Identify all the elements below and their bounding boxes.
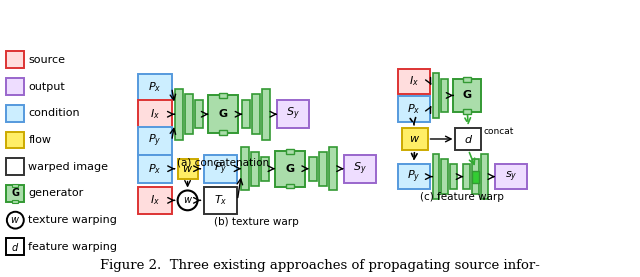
FancyBboxPatch shape	[178, 159, 198, 179]
Text: $w$: $w$	[182, 164, 193, 174]
Text: $s_y$: $s_y$	[505, 170, 517, 184]
FancyBboxPatch shape	[195, 100, 202, 128]
FancyBboxPatch shape	[456, 128, 481, 150]
Text: $w$: $w$	[182, 195, 193, 205]
FancyBboxPatch shape	[204, 186, 237, 214]
FancyBboxPatch shape	[252, 94, 260, 134]
Circle shape	[7, 212, 24, 229]
FancyBboxPatch shape	[397, 69, 429, 94]
FancyBboxPatch shape	[220, 130, 227, 135]
FancyBboxPatch shape	[433, 154, 440, 199]
Circle shape	[178, 191, 198, 210]
Text: $P_x$: $P_x$	[407, 102, 420, 116]
FancyBboxPatch shape	[138, 127, 172, 155]
FancyBboxPatch shape	[204, 155, 237, 183]
FancyBboxPatch shape	[175, 89, 182, 140]
Text: (b) texture warp: (b) texture warp	[214, 217, 299, 227]
FancyBboxPatch shape	[138, 186, 172, 214]
Text: $P_y$: $P_y$	[407, 168, 420, 185]
Text: $P_y$: $P_y$	[214, 160, 227, 177]
Text: $I_x$: $I_x$	[150, 107, 160, 121]
FancyBboxPatch shape	[138, 155, 172, 183]
FancyBboxPatch shape	[184, 94, 193, 134]
Text: G: G	[285, 164, 294, 174]
FancyBboxPatch shape	[463, 77, 471, 82]
FancyBboxPatch shape	[286, 184, 294, 188]
FancyBboxPatch shape	[472, 159, 479, 194]
Text: condition: condition	[28, 108, 80, 118]
FancyBboxPatch shape	[6, 105, 24, 122]
FancyBboxPatch shape	[397, 96, 429, 122]
Text: texture warping: texture warping	[28, 215, 117, 225]
Text: warped image: warped image	[28, 162, 108, 172]
Text: (a) concatenation: (a) concatenation	[177, 158, 269, 168]
FancyBboxPatch shape	[472, 171, 479, 183]
FancyBboxPatch shape	[252, 152, 259, 186]
FancyBboxPatch shape	[12, 200, 19, 203]
FancyBboxPatch shape	[319, 152, 327, 186]
Text: Figure 2.  Three existing approaches of propagating source infor-: Figure 2. Three existing approaches of p…	[100, 259, 540, 272]
FancyBboxPatch shape	[463, 164, 470, 189]
Text: $T_x$: $T_x$	[214, 193, 227, 207]
Text: $w$: $w$	[409, 134, 420, 144]
FancyBboxPatch shape	[243, 100, 250, 128]
Text: $P_x$: $P_x$	[148, 81, 161, 94]
FancyBboxPatch shape	[6, 185, 24, 202]
Text: source: source	[28, 55, 65, 65]
FancyBboxPatch shape	[220, 93, 227, 98]
FancyBboxPatch shape	[6, 238, 24, 255]
FancyBboxPatch shape	[495, 164, 527, 189]
FancyBboxPatch shape	[402, 128, 428, 150]
FancyBboxPatch shape	[329, 147, 337, 191]
Text: $I_x$: $I_x$	[408, 75, 419, 88]
FancyBboxPatch shape	[451, 164, 458, 189]
Text: $P_x$: $P_x$	[148, 162, 161, 176]
FancyBboxPatch shape	[344, 155, 376, 183]
FancyBboxPatch shape	[12, 184, 19, 187]
FancyBboxPatch shape	[6, 132, 24, 148]
FancyBboxPatch shape	[138, 100, 172, 128]
Text: G: G	[219, 109, 228, 119]
Text: feature warping: feature warping	[28, 242, 117, 252]
FancyBboxPatch shape	[6, 158, 24, 175]
FancyBboxPatch shape	[138, 74, 172, 101]
Text: $w$: $w$	[10, 215, 20, 225]
Text: $d$: $d$	[464, 133, 473, 145]
FancyBboxPatch shape	[209, 96, 238, 133]
Text: $S_y$: $S_y$	[353, 160, 367, 177]
FancyBboxPatch shape	[275, 151, 305, 186]
FancyBboxPatch shape	[286, 149, 294, 154]
Text: generator: generator	[28, 188, 84, 198]
FancyBboxPatch shape	[6, 78, 24, 95]
FancyBboxPatch shape	[262, 89, 270, 140]
Text: output: output	[28, 81, 65, 91]
FancyBboxPatch shape	[433, 73, 440, 118]
FancyBboxPatch shape	[397, 164, 429, 189]
FancyBboxPatch shape	[442, 159, 449, 194]
FancyBboxPatch shape	[241, 147, 250, 191]
FancyBboxPatch shape	[261, 157, 269, 181]
Text: $d$: $d$	[12, 241, 19, 253]
Text: flow: flow	[28, 135, 51, 145]
Text: G: G	[12, 188, 19, 198]
FancyBboxPatch shape	[481, 154, 488, 199]
Text: concat: concat	[483, 127, 514, 135]
Text: $I_x$: $I_x$	[150, 193, 160, 207]
Text: $S_y$: $S_y$	[286, 106, 300, 122]
FancyBboxPatch shape	[463, 109, 471, 114]
FancyBboxPatch shape	[309, 157, 317, 181]
FancyBboxPatch shape	[442, 79, 449, 112]
FancyBboxPatch shape	[453, 79, 481, 112]
Text: $P_y$: $P_y$	[148, 133, 161, 149]
FancyBboxPatch shape	[277, 100, 309, 128]
Text: G: G	[463, 90, 472, 101]
Text: (c) feature warp: (c) feature warp	[420, 193, 504, 202]
FancyBboxPatch shape	[6, 51, 24, 68]
